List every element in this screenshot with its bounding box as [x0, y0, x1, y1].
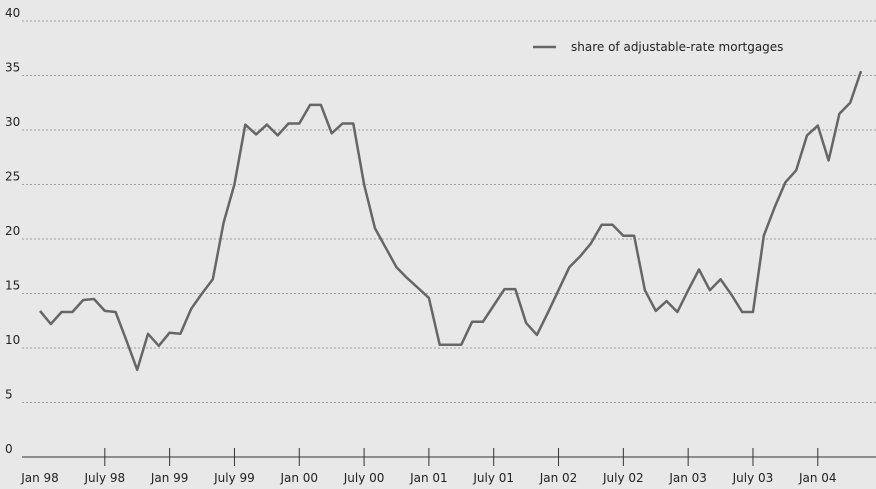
x-tick-label: Jan 01 — [409, 471, 448, 485]
y-tick-label: 25 — [5, 170, 20, 184]
x-tick-label: Jan 00 — [279, 471, 318, 485]
x-tick-label: Jan 04 — [798, 471, 837, 485]
x-tick-label: July 99 — [213, 471, 255, 485]
x-tick-label: Jan 02 — [539, 471, 578, 485]
y-tick-label: 30 — [5, 115, 20, 129]
legend-label: share of adjustable-rate mortgages — [571, 40, 783, 54]
y-tick-label: 5 — [5, 388, 13, 402]
x-tick-label: July 02 — [602, 471, 644, 485]
y-tick-label: 0 — [5, 442, 13, 456]
x-tick-label: Jan 99 — [150, 471, 189, 485]
y-tick-label: 40 — [5, 6, 20, 20]
x-tick-label: Jan 98 — [20, 471, 59, 485]
x-tick-label: July 03 — [732, 471, 774, 485]
data-line — [39, 70, 863, 372]
y-tick-label: 15 — [5, 279, 20, 293]
x-tick-label: July 00 — [343, 471, 385, 485]
y-tick-label: 35 — [5, 61, 20, 75]
x-tick-label: July 98 — [83, 471, 125, 485]
y-tick-label: 10 — [5, 333, 20, 347]
x-tick-label: Jan 03 — [668, 471, 707, 485]
x-tick-label: July 01 — [472, 471, 514, 485]
y-tick-label: 20 — [5, 224, 20, 238]
